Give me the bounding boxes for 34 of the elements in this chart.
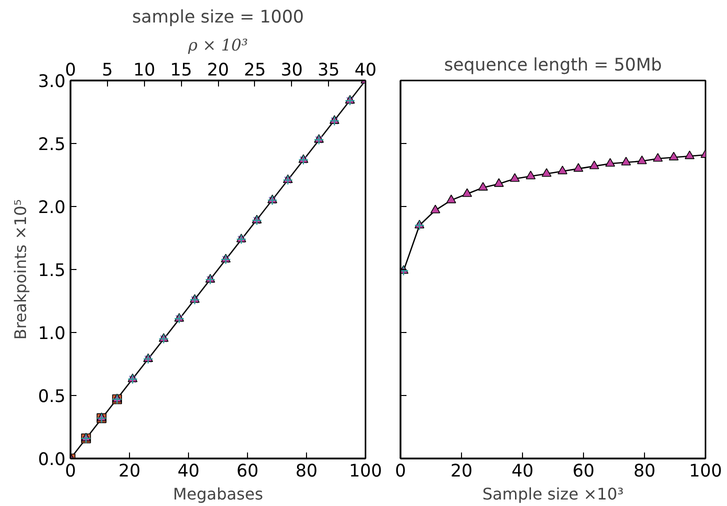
x2-axis-title: ρ × 10³ — [187, 36, 248, 54]
y-tick-label: 3.0 — [38, 72, 66, 92]
x-tick-label: 60 — [236, 462, 259, 482]
x-tick-label: 100 — [348, 462, 382, 482]
x-axis-title: Sample size ×10³ — [482, 484, 624, 504]
chart-title: sample size = 1000 — [132, 8, 304, 28]
x-tick-label: 60 — [572, 462, 595, 482]
y-axis-title: Breakpoints ×10⁵ — [10, 199, 30, 340]
y-tick-label: 2.5 — [38, 135, 66, 155]
x-tick-label: 80 — [633, 462, 656, 482]
x2-tick-label: 40 — [354, 60, 377, 80]
chart-title: sequence length = 50Mb — [444, 56, 662, 76]
x-tick-label: 80 — [295, 462, 318, 482]
x2-tick-label: 25 — [244, 60, 266, 80]
y-tick-label: 2.0 — [38, 198, 66, 218]
x2-tick-label: 35 — [318, 60, 340, 80]
x2-tick-label: 20 — [206, 60, 230, 80]
x-tick-label: 100 — [688, 462, 722, 482]
x-tick-label: 0 — [394, 462, 406, 482]
y-tick-label: 1.0 — [38, 324, 66, 344]
x-tick-label: 40 — [177, 462, 200, 482]
x2-tick-label: 15 — [170, 60, 192, 80]
y-tick-label: 0.5 — [38, 387, 66, 407]
y-tick-label: 0.0 — [38, 450, 66, 470]
x2-tick-label: 10 — [133, 60, 156, 80]
x2-tick-label: 30 — [280, 60, 303, 80]
x2-tick-label: 5 — [102, 60, 113, 80]
x2-tick-label: 0 — [64, 60, 76, 80]
x-axis-title: Megabases — [172, 484, 264, 504]
x-tick-label: 40 — [511, 462, 534, 482]
x-tick-label: 20 — [450, 462, 473, 482]
x-tick-label: 20 — [118, 462, 141, 482]
y-tick-label: 1.5 — [38, 261, 66, 281]
x-tick-label: 0 — [64, 462, 76, 482]
